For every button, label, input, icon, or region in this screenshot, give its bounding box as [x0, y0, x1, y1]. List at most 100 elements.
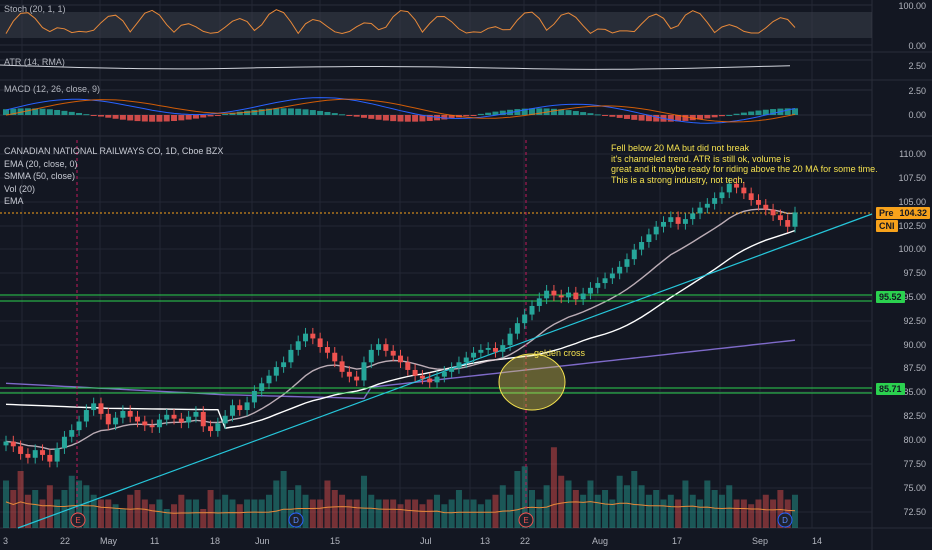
- volume-bar: [594, 494, 601, 528]
- macd-bar: [565, 110, 572, 115]
- candle-body: [120, 410, 126, 418]
- macd-bar: [214, 115, 221, 116]
- macd-bar: [638, 115, 645, 121]
- volume-bar: [792, 494, 798, 528]
- volume-bar: [536, 499, 543, 528]
- macd-bar: [711, 115, 718, 118]
- time-tick: 14: [812, 536, 823, 546]
- time-tick: 18: [210, 536, 221, 546]
- legend-volume[interactable]: Vol (20): [4, 183, 36, 194]
- candle-body: [83, 410, 89, 422]
- price-tick: 77.50: [903, 459, 926, 469]
- macd-bar: [441, 115, 448, 120]
- macd-pane-label[interactable]: MACD (12, 26, close, 9): [4, 84, 101, 94]
- candle-body: [346, 371, 352, 377]
- candle-body: [785, 220, 791, 227]
- candle-body: [259, 383, 265, 391]
- candle-body: [368, 349, 374, 363]
- volume-bar: [390, 499, 397, 528]
- candle-body: [602, 278, 608, 284]
- candle-body: [288, 349, 294, 363]
- macd-bar: [382, 115, 389, 121]
- level-lines[interactable]: [0, 294, 872, 394]
- volume-bar: [171, 504, 178, 528]
- time-tick: 11: [150, 536, 160, 546]
- macd-bar: [339, 114, 346, 116]
- event-marker-2[interactable]: D: [288, 512, 304, 528]
- candle-body: [595, 283, 601, 288]
- macd-bar: [792, 108, 798, 115]
- volume-bar: [762, 494, 769, 528]
- candle-body: [427, 378, 433, 383]
- macd-bar: [171, 115, 178, 122]
- macd-bar: [499, 110, 506, 115]
- time-tick: Jul: [420, 536, 432, 546]
- macd-bar: [609, 115, 616, 117]
- volume-bar: [689, 494, 696, 528]
- stoch-line: [5, 9, 796, 35]
- event-marker-4[interactable]: D: [777, 512, 793, 528]
- volume-bar: [46, 485, 53, 528]
- candle-body: [324, 347, 330, 353]
- macd-bar: [163, 115, 170, 122]
- macd-bar: [112, 115, 119, 119]
- volume-bar: [441, 504, 448, 528]
- candle-body: [434, 376, 440, 383]
- macd-bar: [594, 114, 601, 116]
- macd-bar: [485, 112, 492, 115]
- ema-purple-line: [5, 339, 796, 400]
- symbol-title[interactable]: CANADIAN NATIONAL RAILWAYS CO, 1D, Cboe …: [4, 146, 224, 156]
- macd-bar: [718, 115, 725, 117]
- volume-bar: [755, 499, 762, 528]
- volume-bar: [339, 494, 346, 528]
- macd-bar: [602, 115, 609, 116]
- candle-body: [40, 450, 46, 455]
- macd-bar: [360, 115, 367, 118]
- event-marker-3[interactable]: E: [518, 512, 534, 528]
- macd-bar: [192, 115, 199, 119]
- volume-bar: [412, 499, 419, 528]
- volume-bar: [368, 494, 375, 528]
- volume-bar: [675, 499, 682, 528]
- golden-cross-label[interactable]: golden cross: [534, 348, 586, 358]
- candle-body: [624, 259, 630, 267]
- macd-tick-2-5: 2.50: [908, 86, 926, 96]
- candle-body: [719, 192, 725, 199]
- candle-body: [383, 344, 389, 351]
- trendline[interactable]: [17, 213, 873, 529]
- price-tick: 105.00: [898, 197, 926, 207]
- candle-body: [91, 403, 97, 411]
- macd-bar: [149, 115, 156, 122]
- atr-line: [0, 64, 791, 70]
- price-tick: 110.00: [899, 149, 926, 159]
- volume-bar: [697, 499, 704, 528]
- candle-body: [661, 221, 666, 227]
- candle-body: [317, 338, 323, 348]
- candle-body: [704, 203, 710, 208]
- volume-bar: [514, 471, 521, 528]
- legend-ema[interactable]: EMA: [4, 196, 24, 206]
- stoch-pane-label[interactable]: Stoch (20, 1, 1): [4, 4, 66, 14]
- macd-bar: [127, 115, 134, 121]
- candle-body: [361, 362, 367, 381]
- volume-bar: [477, 504, 484, 528]
- pre-tag-label: Pre: [879, 208, 894, 218]
- volume-bar: [309, 499, 316, 528]
- golden-cross-ellipse[interactable]: [498, 353, 566, 411]
- event-marker-1[interactable]: E: [70, 512, 86, 528]
- macd-bar: [784, 108, 791, 115]
- legend-smma50[interactable]: SMMA (50, close): [4, 171, 76, 181]
- candle-body: [105, 413, 111, 425]
- macd-bar: [550, 108, 557, 115]
- candle-body: [113, 417, 119, 425]
- analysis-note[interactable]: Fell below 20 MA but did not break it's …: [611, 143, 878, 185]
- candle-body: [675, 217, 681, 224]
- volume-bar: [127, 494, 134, 528]
- candle-body: [332, 352, 338, 362]
- macd-bar: [653, 115, 660, 122]
- price-tick: 90.00: [903, 340, 926, 350]
- volume-bar: [623, 485, 630, 528]
- atr-pane-label[interactable]: ATR (14, RMA): [4, 57, 65, 67]
- legend-ema20[interactable]: EMA (20, close, 0): [4, 158, 78, 169]
